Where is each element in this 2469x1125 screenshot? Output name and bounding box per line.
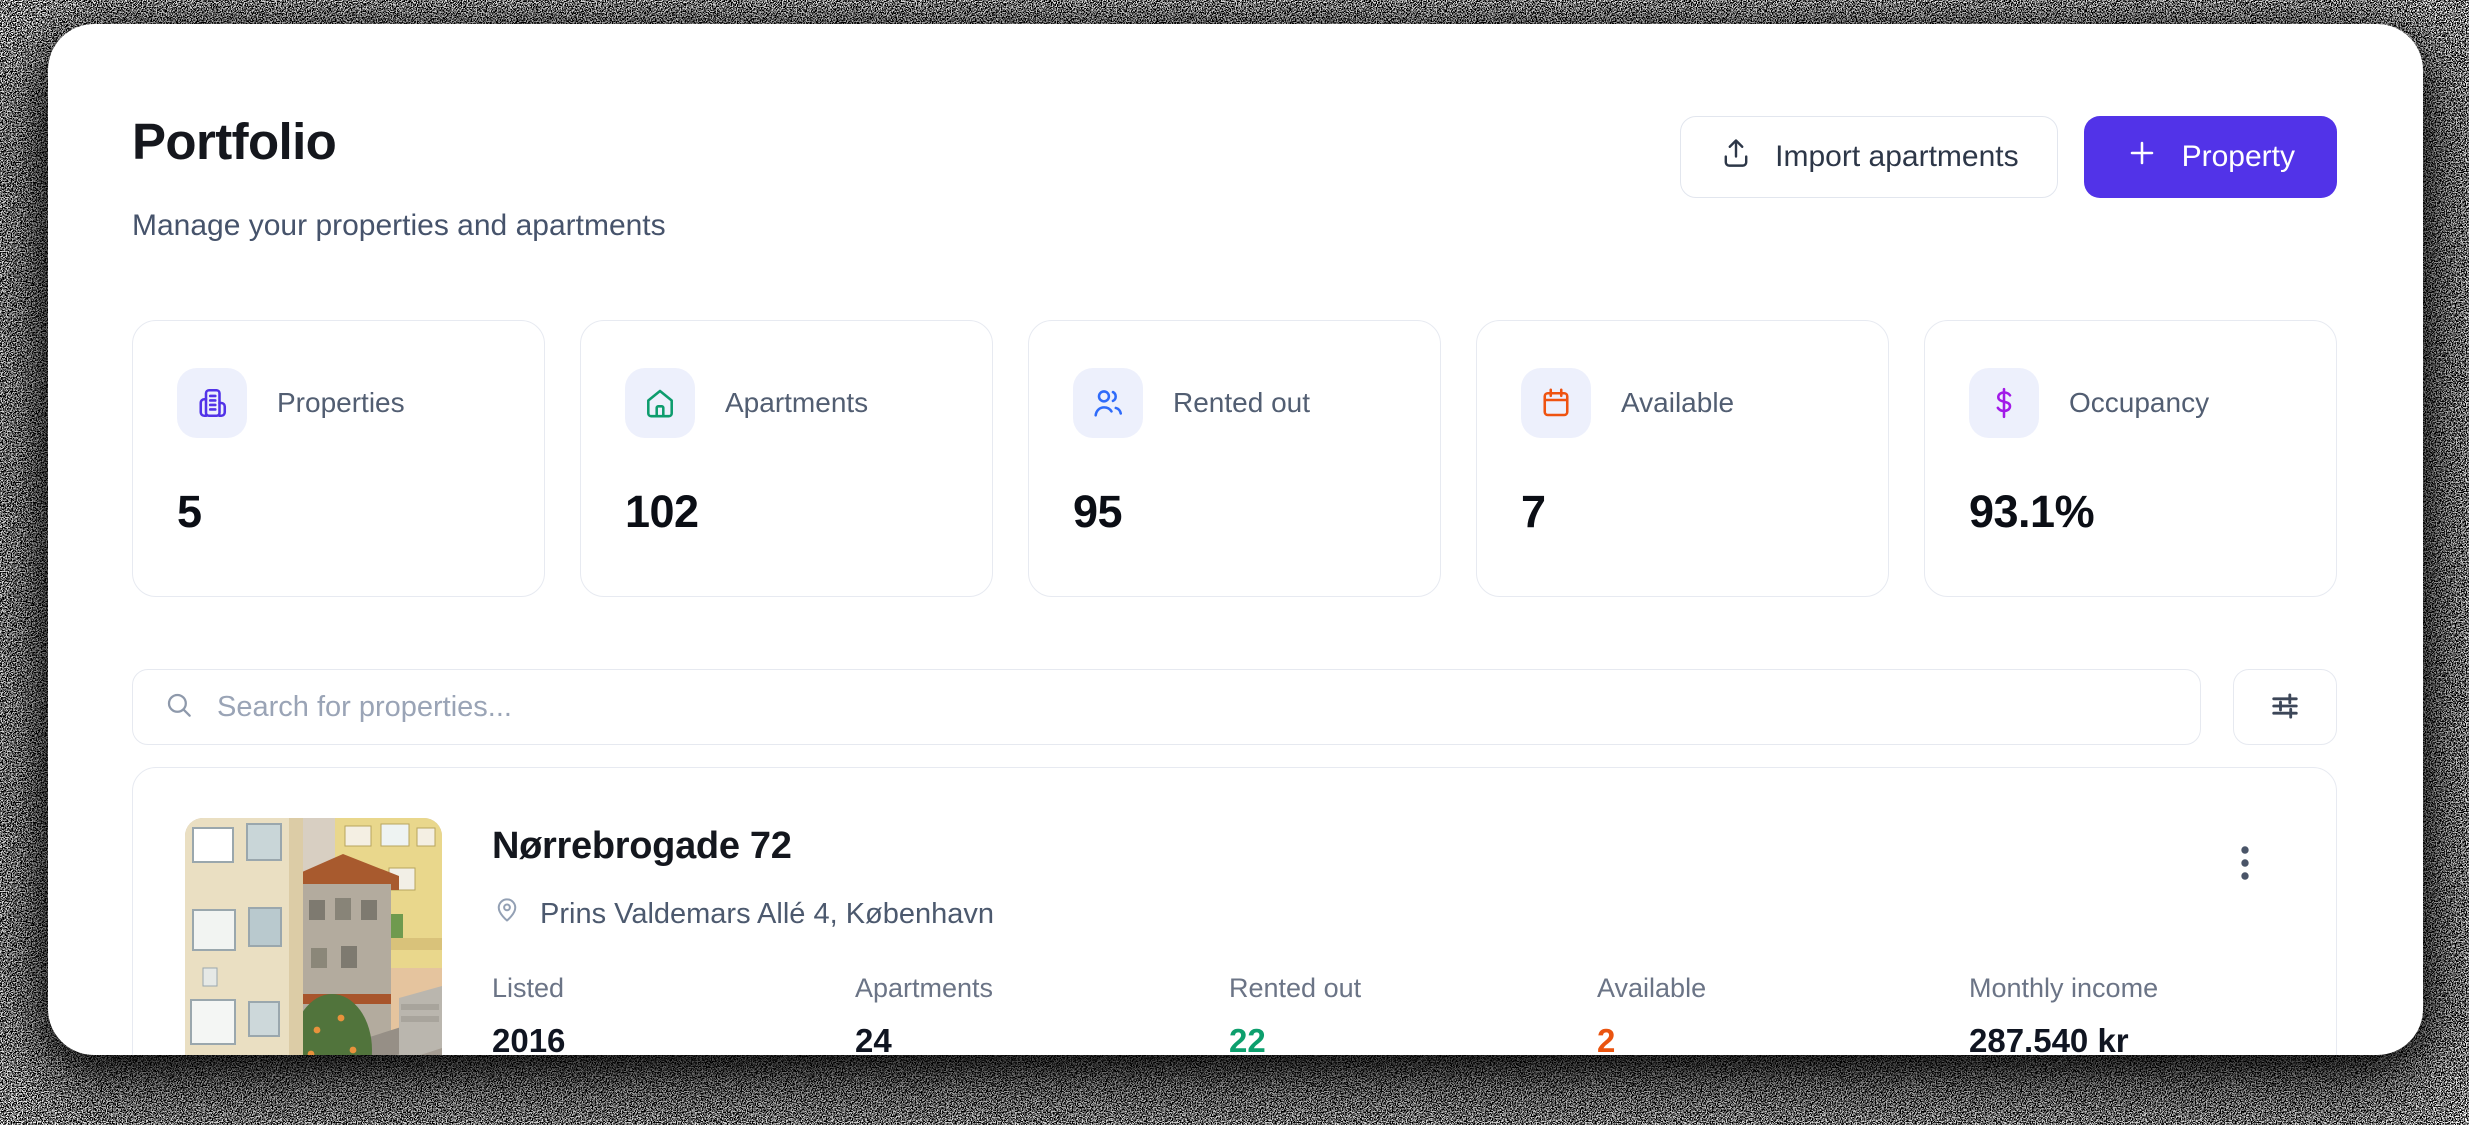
import-apartments-label: Import apartments [1775, 140, 2019, 173]
property-stat-rented-out: Rented out 22 [1229, 973, 1597, 1055]
property-stats-row: Listed 2016 Apartments 24 Rented out 22 [492, 973, 2280, 1055]
stat-value: 22 [1229, 1022, 1266, 1055]
stat-label: Listed [492, 973, 565, 1003]
upload-icon [1719, 136, 1753, 178]
home-icon [625, 368, 695, 438]
property-stat-apartments: Apartments 24 [855, 973, 1229, 1055]
stat-value: 5 [177, 486, 202, 537]
import-apartments-button[interactable]: Import apartments [1680, 116, 2058, 198]
stat-card-rented-out: Rented out 95 [1028, 320, 1441, 597]
stat-value: 2 [1597, 1022, 1616, 1055]
stat-card-properties: Properties 5 [132, 320, 545, 597]
sliders-icon [2267, 688, 2303, 727]
stat-label: Available [1621, 387, 1735, 418]
property-details: Nørrebrogade 72 Prins Valdemars Allé 4, … [492, 818, 2280, 1055]
stat-label: Rented out [1229, 973, 1362, 1003]
header-actions: Import apartments Property [1680, 116, 2337, 198]
stat-card-available: Available 7 [1476, 320, 1889, 597]
page-subtitle: Manage your properties and apartments [132, 209, 666, 242]
page-header-text: Portfolio Manage your properties and apa… [132, 112, 666, 244]
page-header: Portfolio Manage your properties and apa… [132, 112, 2337, 244]
stat-value: 102 [625, 486, 699, 537]
property-menu-button[interactable] [2232, 838, 2258, 893]
app-window: Portfolio Manage your properties and apa… [48, 24, 2423, 1055]
stat-label: Properties [277, 387, 405, 418]
plus-icon [2126, 137, 2158, 177]
property-stat-monthly-income: Monthly income 287.540 kr [1969, 973, 2280, 1055]
building-icon [177, 368, 247, 438]
stat-cards-row: Properties 5 Apartments 10 [132, 320, 2337, 597]
stat-value: 7 [1521, 486, 1546, 537]
search-box[interactable] [132, 669, 2201, 745]
users-icon [1073, 368, 1143, 438]
stat-card-occupancy: Occupancy 93.1% [1924, 320, 2337, 597]
stat-label: Apartments [725, 387, 869, 418]
property-stat-available: Available 2 [1597, 973, 1969, 1055]
stat-label: Apartments [855, 973, 994, 1003]
add-property-button[interactable]: Property [2083, 116, 2337, 198]
search-icon [163, 689, 195, 726]
stat-label: Occupancy [2069, 387, 2210, 418]
stat-label: Monthly income [1969, 973, 2159, 1003]
property-stat-listed: Listed 2016 [492, 973, 855, 1055]
stat-value: 2016 [492, 1022, 566, 1055]
stat-value: 24 [855, 1022, 892, 1055]
page-title: Portfolio [132, 113, 337, 170]
dollar-icon [1969, 368, 2039, 438]
search-input[interactable] [217, 690, 2170, 724]
filter-button[interactable] [2233, 669, 2337, 745]
property-address-row: Prins Valdemars Allé 4, København [492, 894, 2280, 933]
property-card[interactable]: Nørrebrogade 72 Prins Valdemars Allé 4, … [132, 767, 2337, 1055]
kebab-icon [2238, 846, 2252, 887]
stat-label: Rented out [1173, 387, 1310, 418]
stat-value: 93.1% [1969, 486, 2095, 537]
stat-card-apartments: Apartments 102 [580, 320, 993, 597]
calendar-icon [1521, 368, 1591, 438]
add-property-label: Property [2181, 140, 2295, 173]
property-photo [185, 818, 442, 1055]
stat-label: Available [1597, 973, 1707, 1003]
stat-value: 95 [1073, 486, 1123, 537]
location-pin-icon [492, 894, 522, 933]
search-row [132, 669, 2337, 745]
property-name: Nørrebrogade 72 [492, 825, 792, 867]
property-address: Prins Valdemars Allé 4, København [540, 897, 995, 930]
stat-value: 287.540 kr [1969, 1022, 2129, 1055]
